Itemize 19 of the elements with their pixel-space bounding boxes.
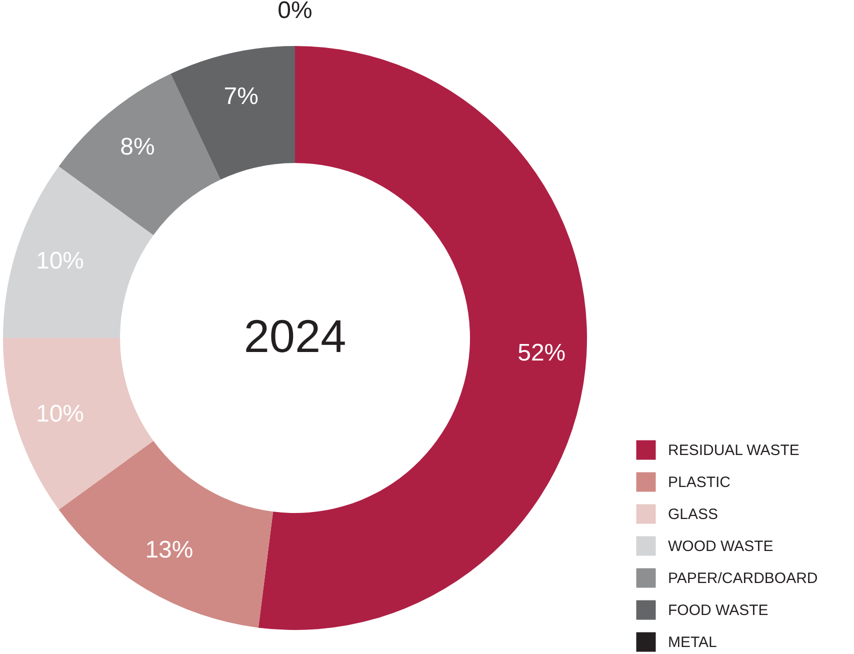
legend-label: FOOD WASTE [668,602,768,619]
text: 0% [278,0,312,24]
legend-label: WOOD WASTE [668,538,774,555]
donut-slice [3,338,154,510]
legend-label: GLASS [668,506,718,523]
legend-label: RESIDUAL WASTE [668,442,800,459]
data-label: 52% [518,340,566,367]
data-label: 10% [36,400,84,428]
data-label: 7% [224,82,258,110]
legend-label: PLASTIC [668,474,731,491]
donut-slice [58,74,220,236]
text: 2024 [244,310,346,362]
legend-label: PAPER/CARDBOARD [668,570,818,587]
legend-label: METAL [668,634,717,651]
donut-slice [58,440,274,628]
donut-slice [170,46,295,180]
data-label: 8% [120,134,155,161]
donut-slice [3,166,154,338]
data-label: 13% [145,536,194,564]
